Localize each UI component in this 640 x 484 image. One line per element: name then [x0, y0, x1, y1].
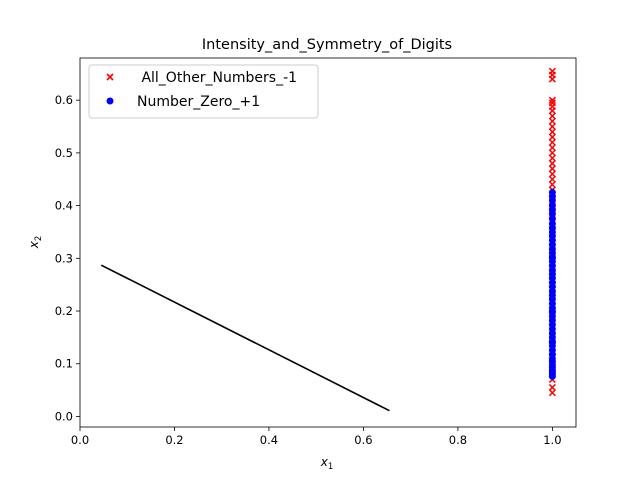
legend: All_Other_Numbers_-1 Number_Zero_+1 — [88, 64, 319, 119]
x-axis-label: x1 — [320, 455, 334, 472]
data-point-other-numbers — [548, 112, 556, 120]
x-tick-label: 0.0 — [71, 433, 89, 447]
data-point-other-numbers — [548, 138, 556, 146]
data-point-other-numbers — [548, 175, 556, 183]
legend-label-number-zero: Number_Zero_+1 — [137, 94, 260, 110]
data-point-other-numbers — [548, 383, 556, 391]
y-tick-label: 0.0 — [55, 409, 73, 423]
legend-box — [88, 64, 319, 119]
data-point-other-numbers — [548, 96, 556, 104]
data-point-other-numbers — [548, 144, 556, 152]
data-point-other-numbers — [548, 180, 556, 189]
chart-title: Intensity_and_Symmetry_of_Digits — [202, 37, 452, 53]
data-point-other-numbers — [548, 75, 556, 83]
plot-layer — [100, 67, 556, 412]
axes-frame — [79, 57, 577, 428]
x-tick-label: 0.4 — [260, 433, 278, 447]
legend-label-all-other-numbers: All_Other_Numbers_-1 — [137, 70, 297, 86]
data-point-number-zero — [548, 196, 556, 204]
x-tick-label: 0.6 — [354, 433, 372, 447]
data-point-other-numbers — [548, 170, 556, 178]
x-tick-label: 0.2 — [165, 433, 183, 447]
legend-marker-x-icon — [106, 73, 114, 81]
x-tick-label: 0.8 — [449, 433, 467, 447]
y-tick-label: 0.6 — [55, 93, 73, 107]
x-axis-label-sub: 1 — [328, 462, 333, 472]
x-tick-label: 1.0 — [543, 433, 561, 447]
tick-layer: 0.0 0.2 0.4 0.6 0.8 1.0 0.0 0.1 0.2 0.3 0.4 0.5 0.6 — [55, 93, 562, 447]
data-point-other-numbers — [548, 122, 556, 131]
data-point-other-numbers — [548, 107, 556, 115]
y-axis-label-sub: 2 — [34, 236, 44, 241]
data-point-other-numbers — [548, 165, 556, 173]
decision-boundary-line — [100, 264, 390, 412]
y-tick-label: 0.4 — [55, 199, 73, 213]
y-tick-label: 0.1 — [55, 357, 73, 371]
y-tick-label: 0.2 — [55, 304, 73, 318]
data-point-other-numbers — [548, 389, 556, 397]
data-point-other-numbers — [548, 154, 556, 162]
data-point-other-numbers — [548, 117, 556, 125]
data-point-other-numbers — [548, 133, 556, 141]
data-point-other-numbers — [548, 128, 556, 136]
x-axis-label-base: x — [320, 455, 329, 469]
data-point-number-zero — [548, 339, 556, 347]
data-point-other-numbers — [548, 159, 556, 167]
data-point-number-zero — [548, 372, 556, 380]
data-point-other-numbers — [548, 149, 556, 157]
y-tick-label: 0.3 — [55, 251, 73, 265]
y-axis-label-base: x — [27, 240, 41, 249]
y-axis-label: x2 — [27, 236, 44, 250]
data-point-number-zero — [548, 210, 556, 218]
data-point-number-zero — [548, 307, 556, 315]
y-tick-label: 0.5 — [55, 146, 73, 160]
data-point-number-zero — [548, 254, 556, 262]
legend-marker-circle-icon — [106, 97, 114, 105]
